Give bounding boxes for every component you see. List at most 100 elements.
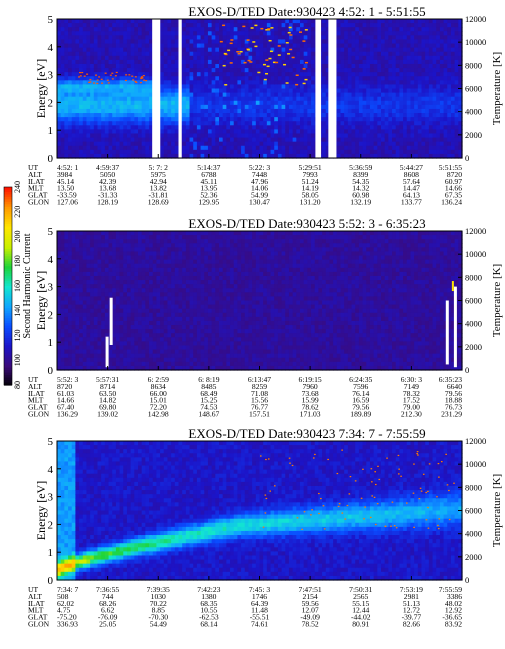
heatmap-cell [311,137,316,143]
heatmap-cell [336,92,342,98]
heatmap-cell [75,19,80,24]
heatmap-cell [68,365,73,371]
heatmap-cell [252,108,257,114]
heatmap-cell [421,129,426,135]
heatmap-cell [263,80,268,86]
heatmap-cell [241,133,246,139]
heatmap-cell [307,96,312,102]
heatmap-cell [112,76,117,81]
heatmap-cell [458,43,463,49]
heatmap-cell [126,104,132,110]
heatmap-cell [156,292,161,298]
heatmap-cell [68,304,73,310]
y-tick-label: 4 [48,42,54,54]
heatmap-cell [288,27,294,32]
heatmap-cell [86,337,91,342]
heatmap-cell [163,243,169,248]
heatmap-cell [126,296,132,302]
heatmap-cell [358,133,364,139]
heatmap-cell [259,23,264,28]
heatmap-cell [108,141,113,147]
heatmap-cell [322,19,327,24]
heatmap-cell [160,72,165,77]
heatmap-cell [373,149,378,155]
heatmap-cell [119,92,124,98]
heatmap-cell [145,255,150,261]
heatmap-cell [233,84,239,90]
heatmap-cell [266,153,272,159]
heatmap-cell [311,145,316,151]
heatmap-cell [90,35,95,41]
heatmap-cell [141,271,146,277]
heatmap-cell [130,361,135,367]
heatmap-cell [281,43,286,49]
heatmap-cell [255,55,261,61]
heatmap-cell [145,296,150,302]
heatmap-cell [82,304,88,310]
heatmap-cell [163,255,169,261]
heatmap-cell [450,76,456,81]
heatmap-cell [104,88,110,94]
heatmap-cell [112,231,117,236]
heatmap-cell [115,43,121,49]
heatmap-cell [86,308,91,314]
heatmap-cell [79,325,84,330]
heatmap-cell [277,100,283,106]
heatmap-cell [336,31,342,36]
temperature-point [265,59,269,61]
heatmap-cell [189,59,194,65]
heatmap-cell [160,300,165,306]
heatmap-cell [369,43,375,49]
heatmap-cell [167,113,172,118]
heatmap-cell [93,320,99,326]
heatmap-cell [421,117,426,122]
heatmap-cell [425,145,430,151]
heatmap-cell [101,337,106,342]
heatmap-cell [189,149,194,155]
heatmap-cell [204,149,209,155]
heatmap-cell [196,104,202,110]
temperature-point [219,40,223,43]
heatmap-cell [436,23,441,28]
heatmap-cell [68,329,73,334]
heatmap-cell [193,51,198,57]
heatmap-cell [288,31,294,36]
heatmap-cell [248,80,253,86]
heatmap-cell [189,141,194,147]
heatmap-cell [141,341,146,347]
heatmap-cell [274,121,279,126]
heatmap-cell [432,133,437,139]
heatmap-cell [303,129,308,135]
heatmap-cell [101,267,106,273]
heatmap-cell [248,23,253,28]
heatmap-cell [90,117,95,122]
heatmap-cell [322,117,327,122]
heatmap-cell [300,31,305,36]
heatmap-cell [82,329,88,334]
heatmap-cell [458,80,463,86]
heatmap-cell [392,121,397,126]
heatmap-cell [60,247,65,253]
heatmap-cell [79,284,84,289]
heatmap-cell [68,39,73,45]
temperature-point [247,59,251,62]
heatmap-cell [160,284,165,289]
heatmap-cell [149,263,154,269]
heatmap-cell [347,113,353,118]
heatmap-cell [149,88,154,94]
heatmap-cell [436,88,441,94]
heatmap-cell [115,267,121,273]
heatmap-cell [281,141,286,147]
heatmap-cell [93,263,99,269]
heatmap-cell [432,76,437,81]
heatmap-cell [399,108,404,114]
heatmap-cell [325,39,331,45]
heatmap-cell [373,133,378,139]
heatmap-cell [115,31,121,36]
heatmap-cell [259,35,264,41]
heatmap-cell [439,59,445,65]
heatmap-cell [439,31,445,36]
temperature-point [257,71,261,74]
heatmap-cell [167,129,172,135]
heatmap-cell [115,113,121,118]
